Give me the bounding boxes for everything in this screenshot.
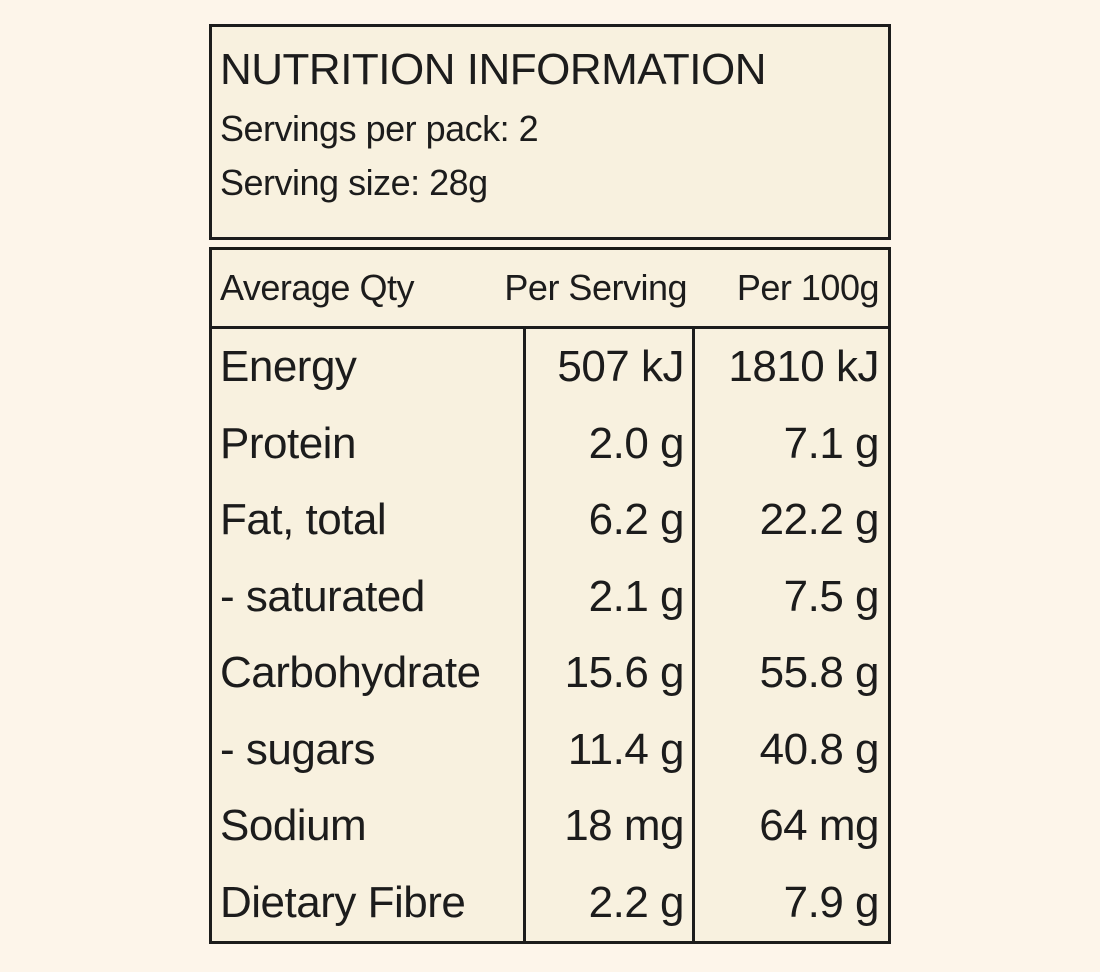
row-label: Carbohydrate <box>220 648 481 698</box>
row-label: Sodium <box>220 801 367 851</box>
per-100g-value: 7.1 g <box>783 418 880 468</box>
table-row: Dietary Fibre 2.2 g 7.9 g <box>212 864 888 941</box>
nutrition-label: NUTRITION INFORMATION Servings per pack:… <box>209 0 891 944</box>
table-row: Energy 507 kJ 1810 kJ <box>212 329 888 406</box>
table-body: Energy 507 kJ 1810 kJ Protein 2.0 g 7.1 g Fat,… <box>212 329 888 941</box>
per-100g-value: 40.8 g <box>759 724 880 774</box>
column-per-serving: Per Serving <box>504 267 687 308</box>
column-average-qty: Average Qty <box>220 267 414 308</box>
per-serving-value: 507 kJ <box>523 329 695 406</box>
row-label: Energy <box>220 342 357 392</box>
per-serving-value: 2.2 g <box>523 864 695 941</box>
per-serving-value: 18 mg <box>523 788 695 865</box>
title-box: NUTRITION INFORMATION Servings per pack:… <box>209 24 891 240</box>
table-row: Protein 2.0 g 7.1 g <box>212 405 888 482</box>
table-row: Carbohydrate 15.6 g 55.8 g <box>212 635 888 712</box>
per-100g-value: 64 mg <box>759 801 879 851</box>
per-100g-value: 7.9 g <box>783 877 880 927</box>
column-per-100g: Per 100g <box>736 267 880 308</box>
row-label: Fat, total <box>220 495 387 545</box>
columns-header: Average Qty Per Serving Per 100g <box>212 250 888 329</box>
row-label: - saturated <box>220 571 425 621</box>
section-gap <box>209 240 891 247</box>
per-serving-value: 11.4 g <box>523 711 695 788</box>
nutrition-title: NUTRITION INFORMATION <box>220 45 766 94</box>
per-serving-value: 2.1 g <box>523 558 695 635</box>
servings-per-pack: Servings per pack: 2 <box>220 107 539 149</box>
table-row: Fat, total 6.2 g 22.2 g <box>212 482 888 559</box>
row-label: Protein <box>220 418 356 468</box>
per-serving-value: 15.6 g <box>523 635 695 712</box>
per-100g-value: 7.5 g <box>783 571 880 621</box>
row-label: - sugars <box>220 724 375 774</box>
per-100g-value: 55.8 g <box>759 648 880 698</box>
per-serving-value: 2.0 g <box>523 405 695 482</box>
table-row: - saturated 2.1 g 7.5 g <box>212 558 888 635</box>
per-100g-value: 22.2 g <box>759 495 880 545</box>
nutrition-table: Average Qty Per Serving Per 100g Energy 5… <box>209 247 891 944</box>
table-row: Sodium 18 mg 64 mg <box>212 788 888 865</box>
table-row: - sugars 11.4 g 40.8 g <box>212 711 888 788</box>
serving-size: Serving size: 28g <box>220 162 488 204</box>
per-100g-value: 1810 kJ <box>728 342 879 392</box>
row-label: Dietary Fibre <box>220 877 466 927</box>
per-serving-value: 6.2 g <box>523 482 695 559</box>
